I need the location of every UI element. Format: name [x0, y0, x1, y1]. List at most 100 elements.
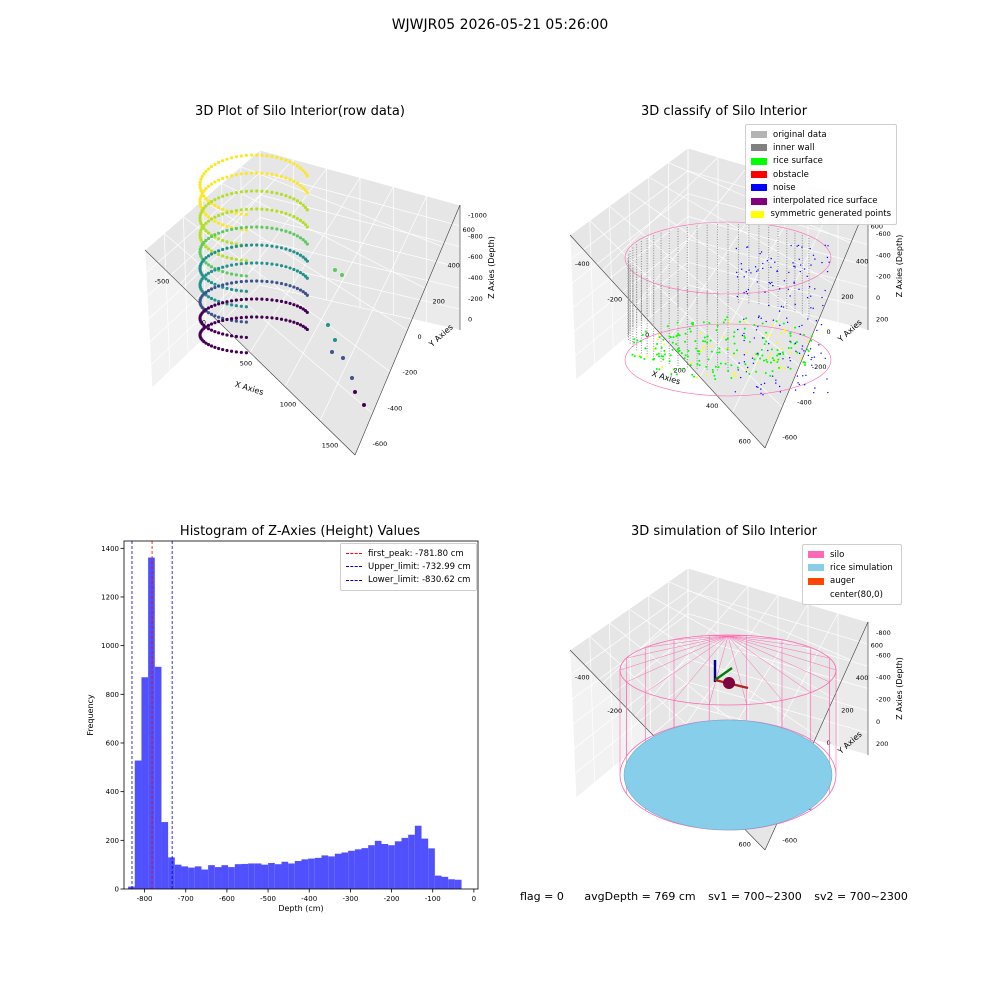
raw-point — [239, 304, 243, 308]
x-tick-label: -200 — [607, 707, 622, 715]
noise-point — [792, 262, 794, 264]
noise-point — [806, 275, 808, 278]
raw-point — [209, 217, 214, 221]
raw-point — [239, 273, 243, 278]
silo-bottom-outline — [624, 323, 832, 397]
raw-point — [204, 273, 208, 277]
raw-point — [249, 261, 254, 265]
raw-point — [239, 244, 243, 248]
raw-point — [198, 230, 202, 235]
raw-point — [204, 187, 208, 191]
histogram-bar — [428, 848, 435, 889]
x-tick-label: -500 — [155, 278, 170, 286]
rice-surface-point — [761, 322, 764, 325]
x-tick-label: -500 — [260, 895, 276, 903]
silo-roof-line — [645, 635, 729, 693]
raw-point — [249, 189, 254, 193]
rice-surface-point — [717, 366, 720, 369]
raw-point — [213, 282, 217, 286]
raw-point — [244, 261, 248, 265]
x-tick-label: 500 — [240, 360, 252, 368]
noise-point — [794, 266, 796, 268]
raw-point — [255, 207, 259, 211]
histogram-bar — [301, 859, 309, 889]
grid-line — [240, 166, 443, 247]
raw-point — [298, 271, 303, 275]
noise-point — [812, 307, 814, 310]
noise-point — [760, 383, 762, 386]
noise-point — [788, 271, 790, 274]
rice-surface-point — [708, 321, 711, 324]
noise-point — [760, 251, 763, 253]
raw-point — [204, 245, 208, 249]
rice-surface-point — [776, 354, 779, 357]
x-tick-label: 0 — [202, 319, 206, 327]
silo-roof-line — [626, 635, 729, 683]
raw-point — [301, 186, 305, 190]
raw-point — [239, 262, 243, 266]
z-tick-label: -800 — [468, 232, 483, 240]
raw-point — [213, 314, 217, 318]
raw-point — [209, 328, 214, 332]
raw-point — [217, 205, 221, 210]
y-tick-label: 400 — [106, 788, 119, 796]
raw-point — [239, 315, 243, 320]
raw-point — [229, 281, 234, 285]
raw-point — [206, 323, 211, 327]
rice-surface-point — [644, 330, 647, 333]
histogram-bar — [128, 886, 135, 889]
x-axis-label: X Axies — [234, 380, 265, 397]
raw-point — [340, 273, 344, 277]
axis-edge — [144, 249, 356, 456]
rice-surface-point — [733, 342, 736, 345]
rice-surface-point — [799, 357, 802, 360]
raw-point — [198, 180, 202, 184]
rice-surface-point — [789, 334, 792, 337]
rice-surface-point — [712, 371, 715, 374]
rice-surface-point — [783, 328, 786, 331]
y-tick-label: 0 — [827, 739, 831, 747]
z-tick-label: -600 — [876, 230, 891, 238]
grid-line — [687, 681, 869, 734]
raw-point — [209, 249, 214, 253]
raw-point — [206, 263, 211, 267]
raw-point — [239, 298, 243, 302]
raw-point — [213, 198, 217, 202]
noise-point — [771, 281, 773, 284]
raw-point — [213, 219, 217, 223]
histogram-bar — [368, 845, 375, 889]
raw-point — [265, 225, 269, 230]
silo-roof-line — [727, 635, 811, 693]
noise-point — [768, 304, 770, 307]
noise-point — [743, 339, 745, 342]
raw-point — [225, 211, 229, 215]
raw-point — [270, 298, 274, 302]
noise-point — [743, 318, 745, 320]
histogram-bar — [394, 841, 402, 889]
noise-point — [796, 375, 799, 377]
z-tick-label: -200 — [468, 295, 483, 303]
rice-surface-point — [718, 351, 721, 354]
noise-point — [786, 321, 789, 324]
noise-point — [745, 271, 747, 273]
raw-point — [284, 247, 288, 251]
histogram-bars — [128, 557, 462, 889]
noise-point — [804, 384, 806, 386]
noise-point — [798, 352, 801, 355]
raw-point — [209, 322, 214, 326]
noise-point — [746, 246, 748, 248]
noise-point — [768, 281, 770, 284]
noise-point — [761, 337, 764, 339]
rice-surface-point — [683, 357, 686, 360]
raw-point — [255, 153, 259, 157]
histogram-bar — [354, 849, 362, 889]
raw-point — [198, 252, 202, 256]
noise-point — [768, 343, 770, 345]
noise-point — [813, 356, 816, 358]
raw-point — [202, 172, 206, 176]
raw-point — [239, 208, 243, 212]
histogram-bar — [454, 879, 462, 889]
noise-point — [763, 382, 766, 385]
rice-surface-point — [671, 348, 674, 351]
raw-point — [199, 228, 203, 232]
